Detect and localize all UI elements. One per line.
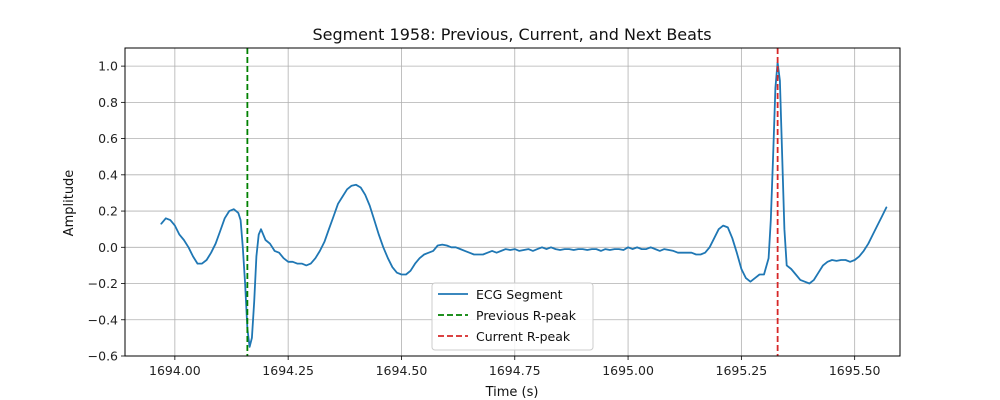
plot-area	[160, 48, 888, 356]
y-tick-label: 0.6	[98, 131, 118, 146]
y-tick-label: −0.2	[88, 276, 118, 291]
y-tick-label: 0.0	[98, 240, 118, 255]
y-tick-label: 0.8	[98, 95, 118, 110]
x-tick-label: 1694.50	[376, 363, 428, 378]
x-axis-label: Time (s)	[485, 385, 539, 400]
y-axis-ticks: −0.6 −0.4 −0.2 0.0 0.2 0.4 0.6 0.8 1.0	[88, 59, 125, 364]
legend-label-previous-r-peak: Previous R-peak	[476, 308, 577, 323]
plot-frame	[124, 47, 901, 357]
legend-label-ecg-segment: ECG Segment	[476, 287, 563, 302]
x-tick-label: 1695.50	[829, 363, 881, 378]
y-axis-label: Amplitude	[62, 170, 77, 237]
legend: ECG Segment Previous R-peak Current R-pe…	[431, 282, 594, 351]
y-tick-label: −0.6	[88, 349, 118, 364]
y-tick-label: 0.4	[98, 167, 118, 182]
chart-title: Segment 1958: Previous, Current, and Nex…	[312, 25, 711, 44]
x-tick-label: 1694.75	[489, 363, 541, 378]
x-tick-label: 1694.25	[262, 363, 314, 378]
ecg-segment-line	[160, 61, 888, 348]
x-tick-label: 1695.25	[716, 363, 768, 378]
y-tick-label: 0.2	[98, 204, 118, 219]
x-axis-ticks: 1694.00 1694.25 1694.50 1694.75 1695.00 1695.…	[149, 356, 881, 378]
x-tick-label: 1694.00	[149, 363, 201, 378]
legend-box	[431, 282, 594, 351]
x-tick-label: 1695.00	[602, 363, 654, 378]
y-tick-label: 1.0	[98, 59, 118, 74]
legend-label-current-r-peak: Current R-peak	[476, 329, 571, 344]
y-tick-label: −0.4	[88, 312, 118, 327]
